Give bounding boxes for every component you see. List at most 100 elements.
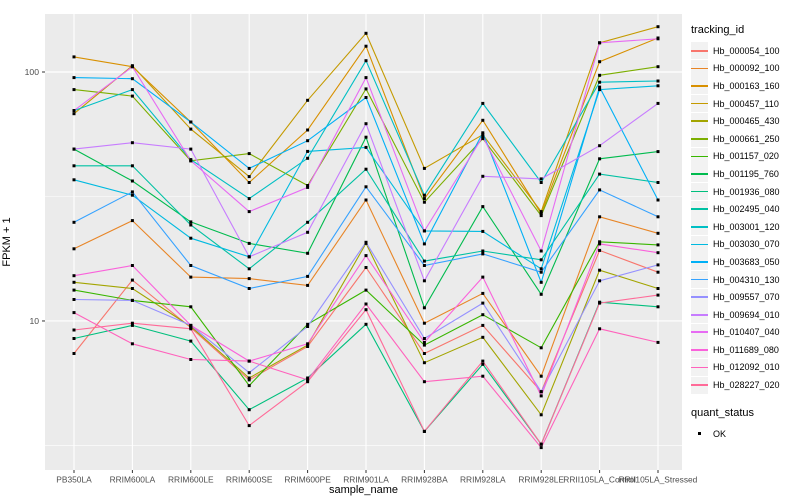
data-point (306, 139, 310, 143)
data-point (539, 210, 543, 214)
data-point (130, 264, 134, 267)
data-point (306, 283, 310, 287)
data-point (189, 323, 193, 327)
legend-title-quant-status: quant_status (691, 406, 754, 419)
data-point (598, 215, 602, 219)
data-point (656, 231, 660, 235)
data-point (364, 185, 368, 189)
data-point (481, 205, 485, 209)
data-point (656, 243, 660, 247)
legend-item-label: Hb_000457_110 (713, 98, 779, 109)
data-point (189, 120, 193, 124)
legend-key-swatch (691, 306, 708, 324)
legend-line-icon (691, 173, 708, 175)
data-point (306, 251, 310, 255)
legend-item-label: OK (713, 428, 727, 439)
data-point (656, 65, 660, 69)
legend-item-label: Hb_003030_070 (713, 239, 780, 250)
data-point (656, 198, 660, 202)
data-point (306, 185, 310, 189)
data-point (598, 248, 602, 252)
data-point (539, 212, 543, 216)
legend-line-icon (691, 313, 708, 316)
x-tick-label: RRII105LA_Control (563, 475, 636, 485)
data-point (306, 378, 310, 382)
data-point (656, 305, 660, 309)
x-tick-label: RRIM928LA (460, 475, 506, 485)
legend-item-quant-OK: OK (691, 425, 799, 443)
legend-item-Hb_000054_100: Hb_000054_100 (691, 42, 799, 60)
legend-line-icon (691, 208, 708, 211)
legend-item-Hb_001157_020: Hb_001157_020 (691, 147, 799, 166)
data-point (422, 361, 426, 365)
data-point (189, 159, 193, 163)
data-point (306, 325, 310, 328)
data-point (422, 200, 426, 204)
data-point (189, 275, 193, 279)
legend-item-Hb_009694_010: Hb_009694_010 (691, 306, 799, 324)
data-point (247, 181, 251, 184)
legend-key-swatch (691, 341, 708, 359)
data-point (656, 181, 660, 184)
data-point (247, 376, 251, 380)
data-point (656, 287, 660, 290)
data-point (306, 98, 310, 102)
legend-item-label: Hb_002495_040 (713, 204, 780, 215)
legend-line-icon (691, 120, 708, 123)
legend-title-tracking-id: tracking_id (691, 24, 745, 36)
data-point (539, 214, 543, 218)
legend-item-Hb_003683_050: Hb_003683_050 (691, 253, 799, 271)
data-point (539, 249, 543, 253)
legend-line-icon (691, 384, 708, 386)
data-point (598, 172, 602, 176)
data-point (247, 371, 251, 375)
data-point (598, 73, 602, 77)
data-point (364, 308, 368, 312)
data-point (72, 164, 76, 168)
legend-quant-items: OK (691, 425, 799, 443)
legend-item-Hb_000163_160: Hb_000163_160 (691, 77, 799, 95)
legend-item-label: Hb_003683_050 (713, 256, 780, 267)
data-point (247, 166, 251, 170)
legend-item-label: Hb_009557_070 (713, 292, 780, 303)
x-tick-label: RRIM600LE (168, 475, 214, 485)
data-point (189, 127, 193, 131)
data-point (598, 144, 602, 148)
data-point (481, 252, 485, 256)
data-point (539, 394, 543, 398)
legend-item-label: Hb_010407_040 (713, 327, 780, 338)
data-point (72, 109, 76, 113)
data-point (481, 229, 485, 233)
data-point (247, 197, 251, 201)
data-point (130, 88, 134, 92)
x-tick-label: RRIM600PE (284, 475, 331, 485)
x-tick-label: PB350LA (56, 475, 92, 485)
data-point (130, 219, 134, 223)
data-point (72, 220, 76, 224)
data-point (247, 175, 251, 179)
legend-key-swatch (691, 112, 708, 130)
data-point (598, 301, 602, 305)
data-point (306, 342, 310, 346)
data-point (72, 55, 76, 59)
legend-line-icon (691, 67, 708, 70)
data-point (539, 270, 543, 274)
data-point (130, 190, 134, 194)
data-point (72, 337, 76, 340)
data-point (247, 378, 251, 382)
legend-item-Hb_003030_070: Hb_003030_070 (691, 235, 799, 254)
data-point (422, 197, 426, 201)
data-point (656, 270, 660, 274)
legend-item-Hb_000661_250: Hb_000661_250 (691, 130, 799, 148)
legend-line-icon (691, 155, 708, 158)
data-point (598, 85, 602, 89)
panel-background (45, 14, 682, 470)
data-point (247, 267, 251, 271)
data-point (247, 359, 251, 363)
x-axis-title: sample_name (328, 484, 399, 496)
data-point (656, 101, 660, 105)
data-point (306, 149, 310, 153)
data-point (72, 178, 76, 182)
data-point (364, 167, 368, 171)
data-point (539, 267, 543, 271)
